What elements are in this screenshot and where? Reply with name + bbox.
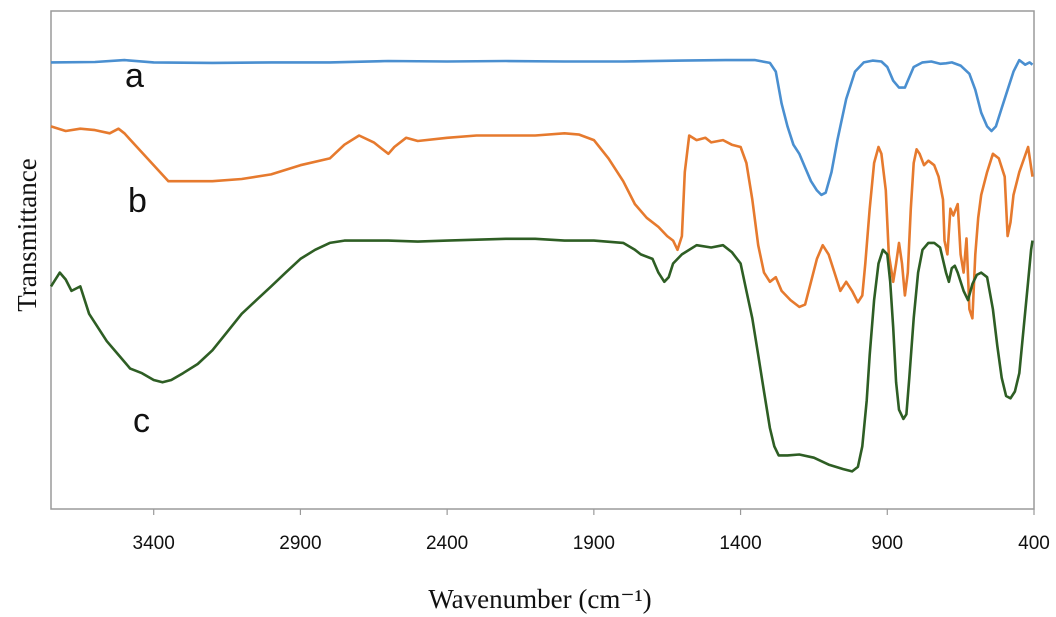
- series-label-c: c: [133, 402, 150, 440]
- x-tick-label: 1900: [573, 533, 615, 554]
- x-tick-label: 2900: [279, 533, 321, 554]
- x-axis-ticks: 3400 2900 2400 1900 1400 900 400: [133, 509, 1050, 554]
- x-tick-label: 900: [871, 533, 903, 554]
- series-line-b: [50, 125, 1034, 320]
- x-tick-label: 400: [1018, 533, 1050, 554]
- x-tick-label: 1400: [719, 533, 761, 554]
- series-label-b: b: [128, 182, 147, 220]
- x-tick-label: 3400: [133, 533, 175, 554]
- series-line-a: [50, 58, 1034, 197]
- x-axis-title: Wavenumber (cm⁻¹): [428, 584, 651, 614]
- series-label-a: a: [125, 57, 144, 95]
- x-tick-label: 2400: [426, 533, 468, 554]
- plot-frame: [50, 10, 1035, 510]
- y-axis-title: Transmittance: [12, 158, 42, 311]
- series-layer: [49, 58, 1034, 473]
- series-line-c: [49, 237, 1034, 473]
